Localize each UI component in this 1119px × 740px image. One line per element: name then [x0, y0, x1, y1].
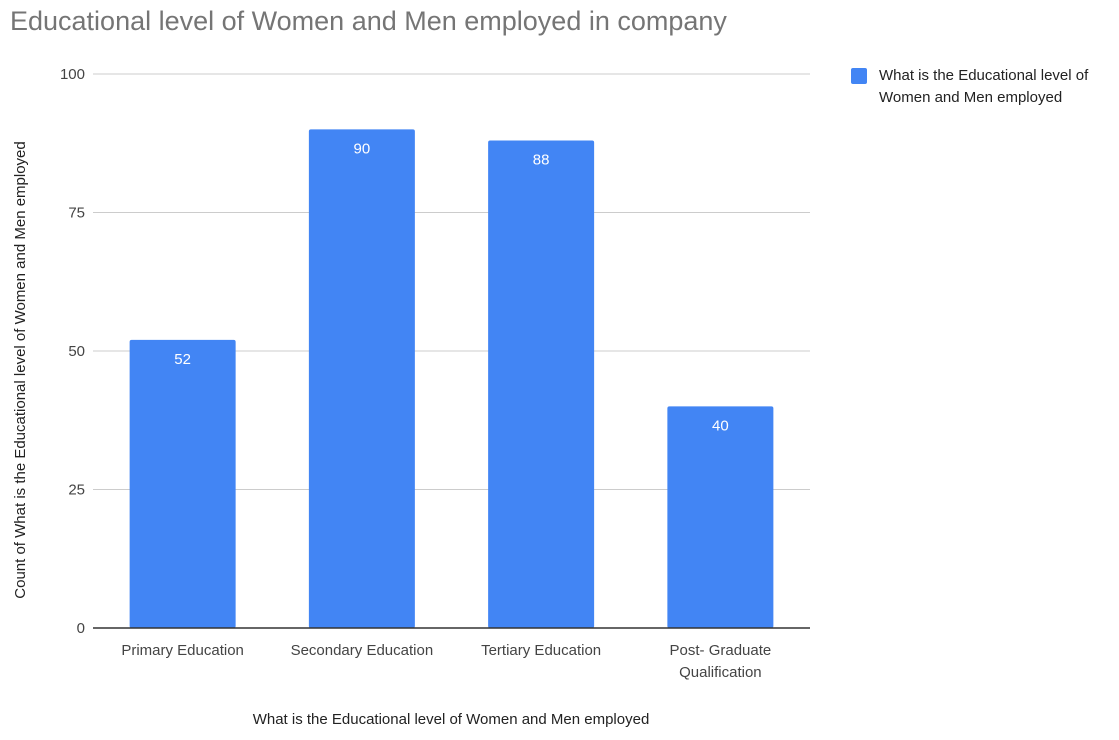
legend-swatch — [851, 68, 867, 84]
data-label: 88 — [533, 151, 550, 168]
y-tick-label: 25 — [68, 482, 85, 499]
x-tick-label: Secondary Education — [291, 642, 434, 659]
data-label: 52 — [174, 351, 191, 368]
chart-title: Educational level of Women and Men emplo… — [10, 6, 727, 36]
y-tick-label: 0 — [77, 620, 85, 637]
bar — [129, 339, 236, 628]
y-tick-label: 75 — [68, 205, 85, 222]
legend: What is the Educational level of Women an… — [851, 67, 1089, 106]
data-labels: 52 90 88 40 — [174, 140, 728, 434]
legend-label: What is the Educational level of Women an… — [879, 67, 1089, 106]
data-label: 90 — [354, 140, 371, 157]
data-label: 40 — [712, 417, 729, 434]
bar — [308, 129, 415, 628]
bar — [667, 406, 774, 628]
bar — [488, 140, 595, 629]
bars — [129, 129, 774, 629]
x-tick-label: Primary Education — [121, 642, 244, 659]
x-axis-title: What is the Educational level of Women a… — [253, 711, 650, 728]
y-axis-ticks: 0 25 50 75 100 — [60, 66, 85, 637]
x-tick-label: Tertiary Education — [481, 642, 601, 659]
x-tick-label: Post- Graduate Qualification — [670, 642, 772, 681]
x-axis-ticks: Primary Education Secondary Education Tert… — [121, 642, 771, 681]
y-tick-label: 50 — [68, 343, 85, 360]
y-tick-label: 100 — [60, 66, 85, 83]
y-axis-title: Count of What is the Educational level o… — [12, 141, 29, 598]
